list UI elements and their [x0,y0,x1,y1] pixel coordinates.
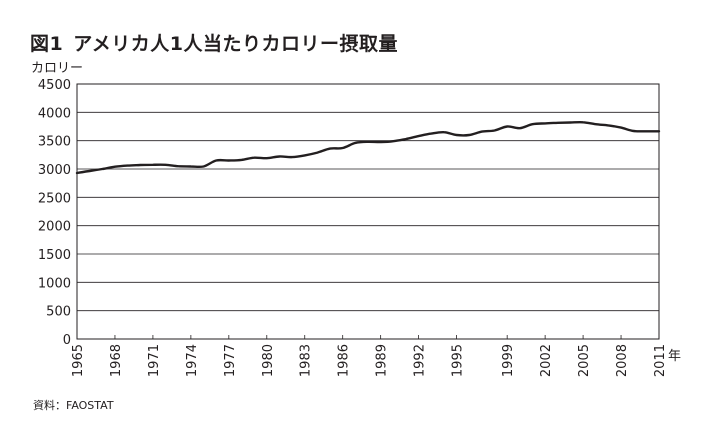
y-tick-label: 1500 [38,248,71,263]
y-tick-label: 4000 [38,106,71,121]
y-tick-label: 2500 [38,191,71,206]
x-tick-label: 2005 [577,344,592,377]
x-tick-label: 1980 [261,344,276,377]
x-tick-label: 1983 [299,344,314,377]
y-tick-labels: 0 500 1000 1500 2000 2500 3000 3500 4000 4500 [38,78,71,348]
y-axis-label: カロリー [31,61,84,76]
y-tick-label: 4500 [38,78,71,93]
x-tick-label: 1971 [147,344,162,377]
x-tick-label: 2011 [653,344,668,377]
x-tick-label: 1968 [109,344,124,377]
chart-title-text: アメリカ人1人当たりカロリー摂取量 [73,33,399,55]
source-note: 資料：FAOSTAT [33,399,114,412]
x-tick-label: 1992 [413,344,428,377]
x-tick-label: 1999 [501,344,516,377]
y-tick-label: 3000 [38,163,71,178]
plot-frame [76,83,660,340]
x-tick-label: 1965 [71,344,86,377]
y-tick-label: 500 [46,305,71,320]
x-tick-label: 2008 [615,344,630,377]
figure-label: 図1 [30,33,64,55]
series-line-calories [75,120,661,175]
x-axis-unit-label: 年 [668,349,681,364]
x-tick-label: 1995 [451,344,466,377]
gridlines [77,111,659,312]
x-tick-label: 1986 [337,344,352,377]
x-tick-labels: 1965 1968 1971 1974 1977 1980 1983 1986 1989 1992… [71,335,668,377]
y-tick-label: 1000 [38,276,71,291]
y-tick-label: 0 [63,333,71,348]
y-tick-label: 2000 [38,220,71,235]
x-tick-label: 1974 [185,344,200,377]
x-tick-label: 1989 [375,344,390,377]
x-tick-label: 2002 [539,344,554,377]
y-tick-label: 3500 [38,135,71,150]
chart-title: 図1 アメリカ人1人当たりカロリー摂取量 [30,29,398,56]
x-tick-label: 1977 [223,344,238,377]
